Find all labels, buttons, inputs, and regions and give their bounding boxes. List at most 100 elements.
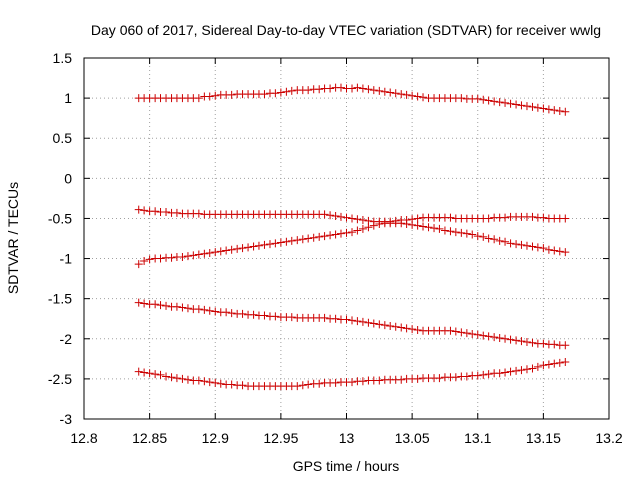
data-point: [539, 339, 548, 348]
y-tick-label: -1.5: [48, 291, 72, 307]
series-5: [134, 358, 570, 391]
data-point: [227, 245, 236, 254]
data-point: [271, 239, 280, 248]
data-point: [561, 341, 570, 350]
data-point: [222, 308, 231, 317]
data-point: [178, 374, 187, 383]
x-tick-label: 13: [339, 430, 355, 446]
data-point: [238, 381, 247, 390]
data-point: [473, 94, 482, 103]
data-point: [528, 102, 537, 111]
data-point: [200, 305, 209, 314]
data-point: [479, 331, 488, 340]
x-tick-label: 13.1: [464, 430, 491, 446]
data-point: [369, 86, 378, 95]
data-point: [473, 232, 482, 241]
data-point: [550, 359, 559, 368]
data-point: [205, 248, 214, 257]
data-point: [522, 365, 531, 374]
data-point: [375, 320, 384, 329]
data-point: [358, 317, 367, 326]
data-point: [528, 212, 537, 221]
data-point: [391, 89, 400, 98]
data-point: [533, 243, 542, 252]
chart-title: Day 060 of 2017, Sidereal Day-to-day VTE…: [91, 22, 601, 38]
data-point: [298, 381, 307, 390]
data-point: [468, 230, 477, 239]
y-tick-label: 1: [64, 90, 72, 106]
data-point: [205, 378, 214, 387]
data-point: [408, 91, 417, 100]
data-point: [446, 326, 455, 335]
data-point: [512, 336, 521, 345]
data-point: [315, 379, 324, 388]
data-point: [200, 377, 209, 386]
data-point: [561, 248, 570, 257]
data-point: [555, 247, 564, 256]
data-point: [544, 105, 553, 114]
data-point: [358, 377, 367, 386]
data-point: [413, 374, 422, 383]
data-point: [287, 313, 296, 322]
data-point: [140, 299, 149, 308]
data-point: [194, 305, 203, 314]
data-point: [522, 102, 531, 111]
data-point: [386, 321, 395, 330]
data-point: [457, 94, 466, 103]
y-tick-label: -3: [60, 411, 73, 427]
data-point: [528, 242, 537, 251]
data-point: [451, 327, 460, 336]
data-point: [555, 358, 564, 367]
data-point: [194, 94, 203, 103]
data-point: [331, 212, 340, 221]
data-point: [522, 337, 531, 346]
data-point: [134, 298, 143, 307]
data-point: [260, 311, 269, 320]
data-point: [178, 252, 187, 261]
data-point: [282, 87, 291, 96]
data-point: [446, 227, 455, 236]
data-point: [134, 367, 143, 376]
data-point: [194, 209, 203, 218]
data-point: [555, 106, 564, 115]
data-point: [501, 368, 510, 377]
data-point: [495, 98, 504, 107]
data-point: [353, 226, 362, 235]
data-point: [528, 364, 537, 373]
data-point: [309, 233, 318, 242]
y-tick-label: -1: [60, 251, 73, 267]
data-point: [397, 375, 406, 384]
data-point: [342, 228, 351, 237]
data-point: [348, 316, 357, 325]
data-point: [419, 93, 428, 102]
x-tick-label: 12.8: [70, 430, 97, 446]
data-point: [162, 301, 171, 310]
data-point: [490, 235, 499, 244]
data-point: [353, 317, 362, 326]
x-tick-label: 12.9: [202, 430, 229, 446]
data-point: [479, 95, 488, 104]
data-point: [156, 254, 165, 263]
data-point: [397, 323, 406, 332]
data-point: [430, 224, 439, 233]
data-point: [271, 89, 280, 98]
data-point: [183, 304, 192, 313]
data-point: [293, 236, 302, 245]
data-point: [364, 223, 373, 232]
data-point: [200, 249, 209, 258]
data-point: [440, 226, 449, 235]
data-point: [495, 369, 504, 378]
data-point: [358, 216, 367, 225]
data-point: [484, 96, 493, 105]
data-point: [315, 232, 324, 241]
data-point: [380, 321, 389, 330]
series-1: [134, 83, 570, 116]
data-point: [162, 208, 171, 217]
data-point: [561, 214, 570, 223]
x-tick-label: 13.05: [395, 430, 430, 446]
data-point: [211, 248, 220, 257]
data-point: [490, 333, 499, 342]
data-point: [348, 84, 357, 93]
